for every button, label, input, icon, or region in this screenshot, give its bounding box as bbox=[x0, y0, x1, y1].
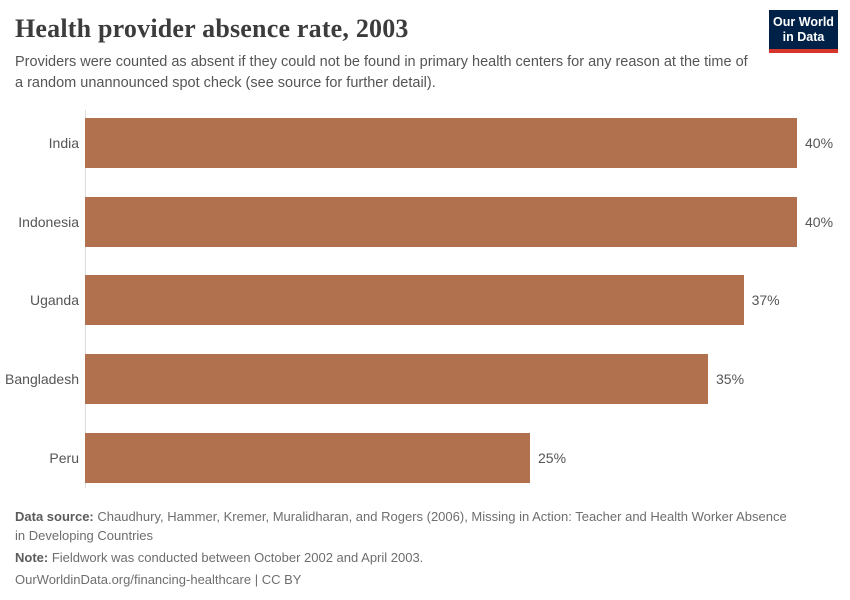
attribution-line: OurWorldinData.org/financing-healthcare … bbox=[15, 570, 793, 589]
bar-uganda[interactable] bbox=[85, 275, 744, 326]
owid-url-link[interactable]: OurWorldinData.org/financing-healthcare bbox=[15, 572, 252, 587]
value-label-india: 40% bbox=[805, 135, 834, 152]
chart-title: Health provider absence rate, 2003 bbox=[15, 14, 409, 43]
owid-logo-line1: Our World bbox=[773, 15, 834, 29]
separator: | bbox=[254, 572, 259, 587]
chart-subtitle: Providers were counted as absent if they… bbox=[15, 54, 748, 91]
category-label-india: India bbox=[48, 135, 79, 152]
license-text: CC BY bbox=[261, 572, 302, 587]
category-label-bangladesh: Bangladesh bbox=[5, 371, 79, 388]
data-source-line: Data source: Chaudhury, Hammer, Kremer, … bbox=[15, 507, 793, 545]
bar-row-peru: Peru 25% bbox=[0, 418, 850, 497]
owid-logo-line2: in Data bbox=[782, 30, 825, 44]
bar-row-bangladesh: Bangladesh 35% bbox=[0, 340, 850, 419]
chart-footer: Data source: Chaudhury, Hammer, Kremer, … bbox=[15, 507, 835, 592]
category-label-uganda: Uganda bbox=[29, 292, 79, 309]
bar-indonesia[interactable] bbox=[85, 196, 797, 247]
category-label-indonesia: Indonesia bbox=[18, 213, 79, 230]
value-label-bangladesh: 35% bbox=[716, 371, 745, 388]
category-label-peru: Peru bbox=[49, 449, 79, 466]
value-label-peru: 25% bbox=[538, 449, 567, 466]
bar-row-uganda: Uganda 37% bbox=[0, 261, 850, 340]
value-label-uganda: 37% bbox=[751, 292, 780, 309]
note-label: Note: bbox=[15, 550, 49, 565]
data-source-label: Data source: bbox=[15, 509, 94, 524]
bar-row-indonesia: Indonesia 40% bbox=[0, 183, 850, 262]
bar-peru[interactable] bbox=[85, 432, 530, 483]
bar-row-india: India 40% bbox=[0, 104, 850, 183]
note-line: Note: Fieldwork was conducted between Oc… bbox=[15, 548, 793, 567]
bar-chart: India 40% Indonesia 40% Uganda 37% Bangl… bbox=[0, 104, 850, 497]
bar-india[interactable] bbox=[85, 118, 797, 169]
note-text: Fieldwork was conducted between October … bbox=[51, 550, 424, 565]
value-label-indonesia: 40% bbox=[805, 213, 834, 230]
chart-header: Health provider absence rate, 2003 Provi… bbox=[0, 0, 850, 94]
bar-bangladesh[interactable] bbox=[85, 354, 708, 405]
owid-logo[interactable]: Our World in Data bbox=[769, 10, 838, 53]
data-source-text: Chaudhury, Hammer, Kremer, Muralidharan,… bbox=[15, 509, 787, 543]
